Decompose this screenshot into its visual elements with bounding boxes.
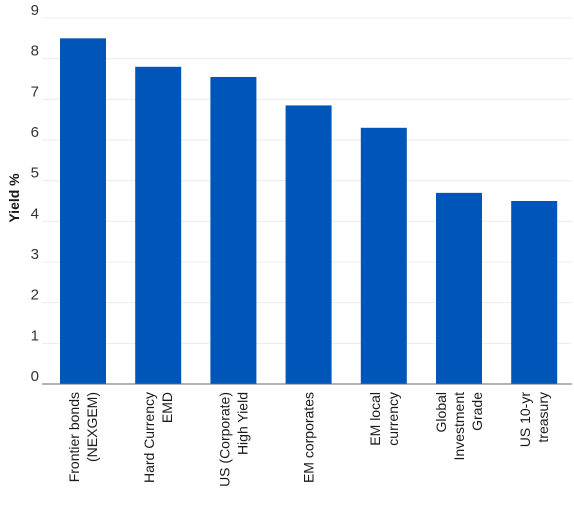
bars (60, 38, 558, 385)
x-tick-label-line: Global (433, 392, 449, 432)
y-axis-ticks: 0 1 2 3 4 5 6 7 8 9 (31, 2, 39, 385)
y-tick-label: 6 (31, 124, 39, 141)
x-tick-label-line: Hard Currency (141, 392, 157, 483)
x-tick-label: US 10-yr treasury (517, 392, 551, 448)
x-tick-label-line: Frontier bonds (66, 392, 82, 482)
x-tick-label-line: EM corporates (301, 392, 317, 483)
y-tick-label: 5 (31, 165, 39, 182)
bar (135, 66, 182, 385)
x-tick-label-line: currency (385, 392, 401, 446)
x-tick-label-line: EMD (159, 392, 175, 423)
x-tick-label-line: Investment (451, 392, 467, 461)
y-axis-title: Yield % (6, 173, 22, 223)
y-tick-label: 7 (31, 83, 39, 100)
y-tick-label: 1 (31, 327, 39, 344)
bar (360, 127, 407, 385)
y-tick-label: 9 (31, 2, 39, 19)
x-tick-label: Frontier bonds (NEXGEM) (66, 392, 100, 482)
x-tick-label: Global Investment Grade (433, 392, 485, 461)
x-tick-label: US (Corporate) High Yield (216, 392, 250, 487)
x-tick-label-line: EM local (367, 392, 383, 446)
x-axis-labels: Frontier bonds (NEXGEM) Hard Currency EMD US… (66, 392, 551, 487)
x-tick-label-line: High Yield (234, 392, 250, 455)
x-tick-label-line: treasury (535, 392, 551, 443)
x-tick-label: Hard Currency EMD (141, 392, 175, 483)
bar (210, 76, 257, 384)
y-tick-label: 0 (31, 368, 39, 385)
bar (511, 201, 558, 384)
y-tick-label: 8 (31, 43, 39, 60)
bar (436, 192, 482, 384)
x-tick-label: EM local currency (367, 392, 401, 446)
bar (60, 38, 106, 384)
x-tick-label-line: US (Corporate) (216, 392, 232, 487)
x-tick-label-line: US 10-yr (517, 392, 533, 448)
y-tick-label: 3 (31, 246, 39, 263)
bar (285, 105, 332, 384)
x-tick-label-line: (NEXGEM) (84, 392, 100, 462)
x-tick-label: EM corporates (301, 392, 317, 483)
y-tick-label: 4 (31, 205, 39, 222)
y-tick-label: 2 (31, 287, 39, 304)
x-tick-label-line: Grade (469, 392, 485, 431)
